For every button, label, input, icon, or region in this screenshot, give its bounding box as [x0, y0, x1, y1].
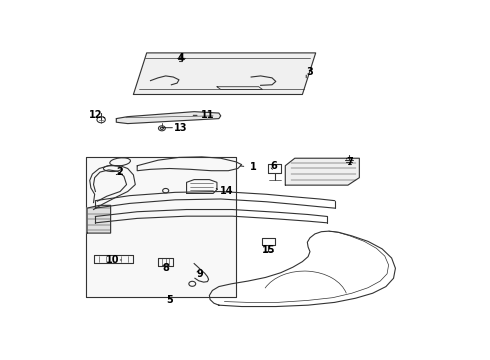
Text: 1: 1 [249, 162, 256, 172]
Text: 13: 13 [174, 123, 188, 133]
Text: 8: 8 [162, 263, 169, 273]
Text: 7: 7 [346, 157, 353, 167]
Text: 14: 14 [220, 186, 233, 196]
Text: 15: 15 [262, 245, 275, 255]
Polygon shape [116, 112, 220, 123]
Text: 3: 3 [307, 67, 314, 77]
Text: 4: 4 [177, 53, 184, 63]
Text: 11: 11 [201, 110, 214, 120]
Text: 10: 10 [106, 255, 119, 265]
Polygon shape [87, 205, 111, 233]
Text: 12: 12 [89, 110, 102, 120]
Text: 5: 5 [166, 296, 173, 305]
Polygon shape [285, 158, 359, 185]
Text: 2: 2 [117, 167, 123, 177]
Text: 6: 6 [270, 161, 277, 171]
Polygon shape [86, 157, 236, 297]
Text: 9: 9 [196, 269, 203, 279]
Polygon shape [133, 53, 316, 94]
